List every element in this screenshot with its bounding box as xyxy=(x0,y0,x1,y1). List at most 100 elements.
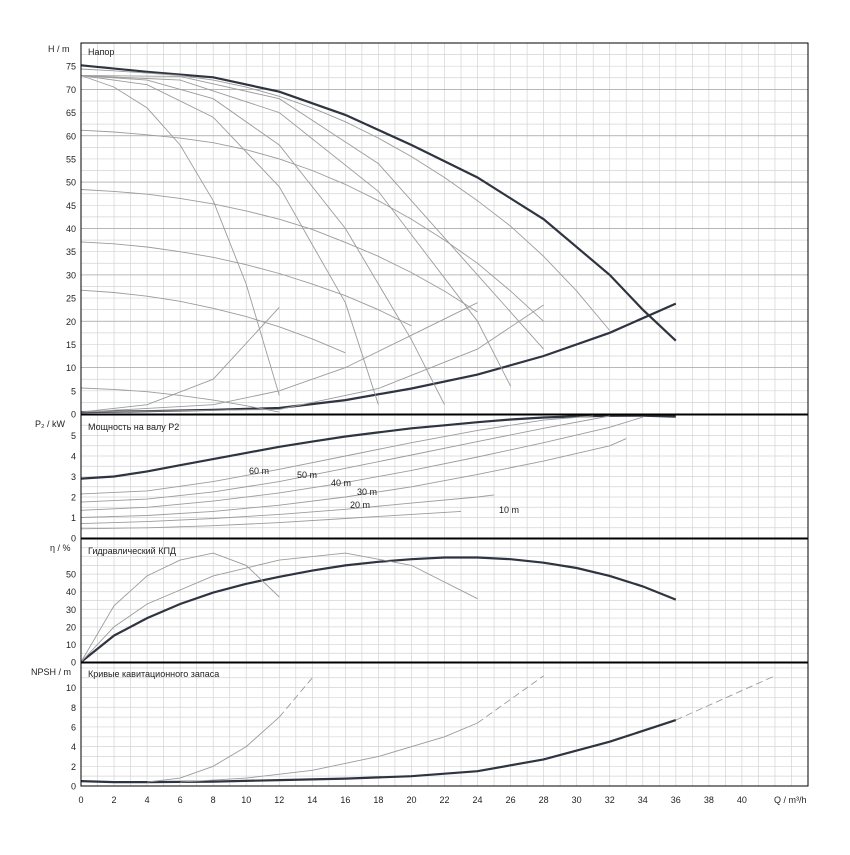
x-tick-label: 24 xyxy=(473,795,483,805)
x-tick-label: 30 xyxy=(572,795,582,805)
power-curve-label-40m: 40 m xyxy=(331,478,351,488)
x-tick-label: 14 xyxy=(307,795,317,805)
y-tick-label: 30 xyxy=(66,270,76,280)
power-curve-label-50m: 50 m xyxy=(297,470,317,480)
series-0-7-line xyxy=(80,387,280,413)
series-0-11-line xyxy=(80,75,280,396)
series-layer xyxy=(80,64,776,784)
y-tick-label: 10 xyxy=(66,363,76,373)
y-tick-label: 25 xyxy=(66,294,76,304)
y-tick-label: 40 xyxy=(66,587,76,597)
x-tick-label: 28 xyxy=(539,795,549,805)
x-tick-label: 32 xyxy=(605,795,615,805)
tick-labels: 0510152025303540455055606570750123450102… xyxy=(66,62,747,805)
y-tick-label: 55 xyxy=(66,154,76,164)
x-tick-label: 18 xyxy=(373,795,383,805)
y-tick-label: 50 xyxy=(66,570,76,580)
series-1-1-line xyxy=(80,415,594,495)
series-0-12-line xyxy=(80,75,379,405)
y-tick-label: 6 xyxy=(71,722,76,732)
x-tick-label: 10 xyxy=(241,795,251,805)
series-3-1-line xyxy=(147,716,280,783)
power-panel-title: Мощность на валу P2 xyxy=(88,422,179,432)
x-tick-label: 38 xyxy=(704,795,714,805)
npsh-panel-title: Кривые кавитационного запаса xyxy=(88,669,219,679)
series-3-2-line xyxy=(278,677,313,718)
series-1-4-line xyxy=(80,438,627,518)
y-tick-label: 0 xyxy=(71,658,76,668)
panel-frame xyxy=(80,662,809,787)
series-0-4-line xyxy=(80,189,478,313)
y-tick-label: 0 xyxy=(71,534,76,544)
y-tick-label: 45 xyxy=(66,201,76,211)
x-tick-label: 40 xyxy=(737,795,747,805)
series-1-6-line xyxy=(80,510,462,530)
series-1-3-line xyxy=(80,416,643,511)
x-tick-label: 0 xyxy=(78,795,83,805)
npsh-axis-label: NPSH / m xyxy=(31,667,71,677)
series-0-0-line xyxy=(80,64,677,342)
series-0-2-line xyxy=(80,68,611,331)
series-1-2-line xyxy=(80,415,610,503)
series-0-3-line xyxy=(80,129,544,322)
power-curve-label-60m: 60 m xyxy=(249,466,269,476)
series-3-4-line xyxy=(477,675,544,724)
series-2-1-line xyxy=(80,552,280,663)
y-tick-label: 0 xyxy=(71,782,76,792)
series-3-0-line xyxy=(80,719,677,784)
y-tick-label: 8 xyxy=(71,703,76,713)
series-3-5-line xyxy=(675,675,776,721)
y-tick-label: 70 xyxy=(66,85,76,95)
y-tick-label: 50 xyxy=(66,178,76,188)
y-tick-label: 0 xyxy=(71,410,76,420)
y-tick-label: 75 xyxy=(66,62,76,72)
head-axis-label: H / m xyxy=(48,44,70,54)
series-0-5-line xyxy=(80,241,412,327)
x-tick-label: 16 xyxy=(340,795,350,805)
y-tick-label: 20 xyxy=(66,317,76,327)
series-0-6-line xyxy=(80,289,346,354)
series-2-2-line xyxy=(80,552,478,663)
grid xyxy=(80,42,809,787)
y-tick-label: 2 xyxy=(71,762,76,772)
eta-axis-label: η / % xyxy=(50,543,71,553)
x-tick-label: 6 xyxy=(178,795,183,805)
series-0-10-line xyxy=(80,306,280,413)
y-tick-label: 1 xyxy=(71,513,76,523)
x-tick-label: 20 xyxy=(406,795,416,805)
y-tick-label: 15 xyxy=(66,340,76,350)
series-0-15-line xyxy=(80,75,544,350)
x-tick-label: 36 xyxy=(671,795,681,805)
y-tick-label: 20 xyxy=(66,622,76,632)
panel-frame xyxy=(80,538,809,663)
series-2-0-line xyxy=(80,556,677,663)
y-tick-label: 4 xyxy=(71,452,76,462)
series-0-14-line xyxy=(80,75,512,387)
panel-frame xyxy=(80,42,809,415)
head-panel-title: Напор xyxy=(88,47,114,57)
power-curve-label-10m: 10 m xyxy=(499,505,519,515)
q-axis-label: Q / m³/h xyxy=(774,795,807,805)
y-tick-label: 3 xyxy=(71,472,76,482)
x-tick-label: 4 xyxy=(145,795,150,805)
y-tick-label: 30 xyxy=(66,605,76,615)
series-1-0-line xyxy=(80,414,676,480)
x-tick-label: 34 xyxy=(638,795,648,805)
power-curve-label-20m: 20 m xyxy=(350,500,370,510)
eta-panel-title: Гидравлический КПД xyxy=(88,546,176,556)
x-tick-label: 12 xyxy=(274,795,284,805)
y-tick-label: 35 xyxy=(66,247,76,257)
y-tick-label: 40 xyxy=(66,224,76,234)
y-tick-label: 65 xyxy=(66,108,76,118)
y-tick-label: 4 xyxy=(71,742,76,752)
power-curve-label-30m: 30 m xyxy=(357,487,377,497)
x-tick-label: 26 xyxy=(506,795,516,805)
frame xyxy=(80,42,809,787)
series-0-8-line xyxy=(80,304,544,413)
y-tick-label: 60 xyxy=(66,131,76,141)
series-1-5-line xyxy=(80,494,495,525)
y-tick-label: 5 xyxy=(71,386,76,396)
panel-frame xyxy=(80,414,809,539)
